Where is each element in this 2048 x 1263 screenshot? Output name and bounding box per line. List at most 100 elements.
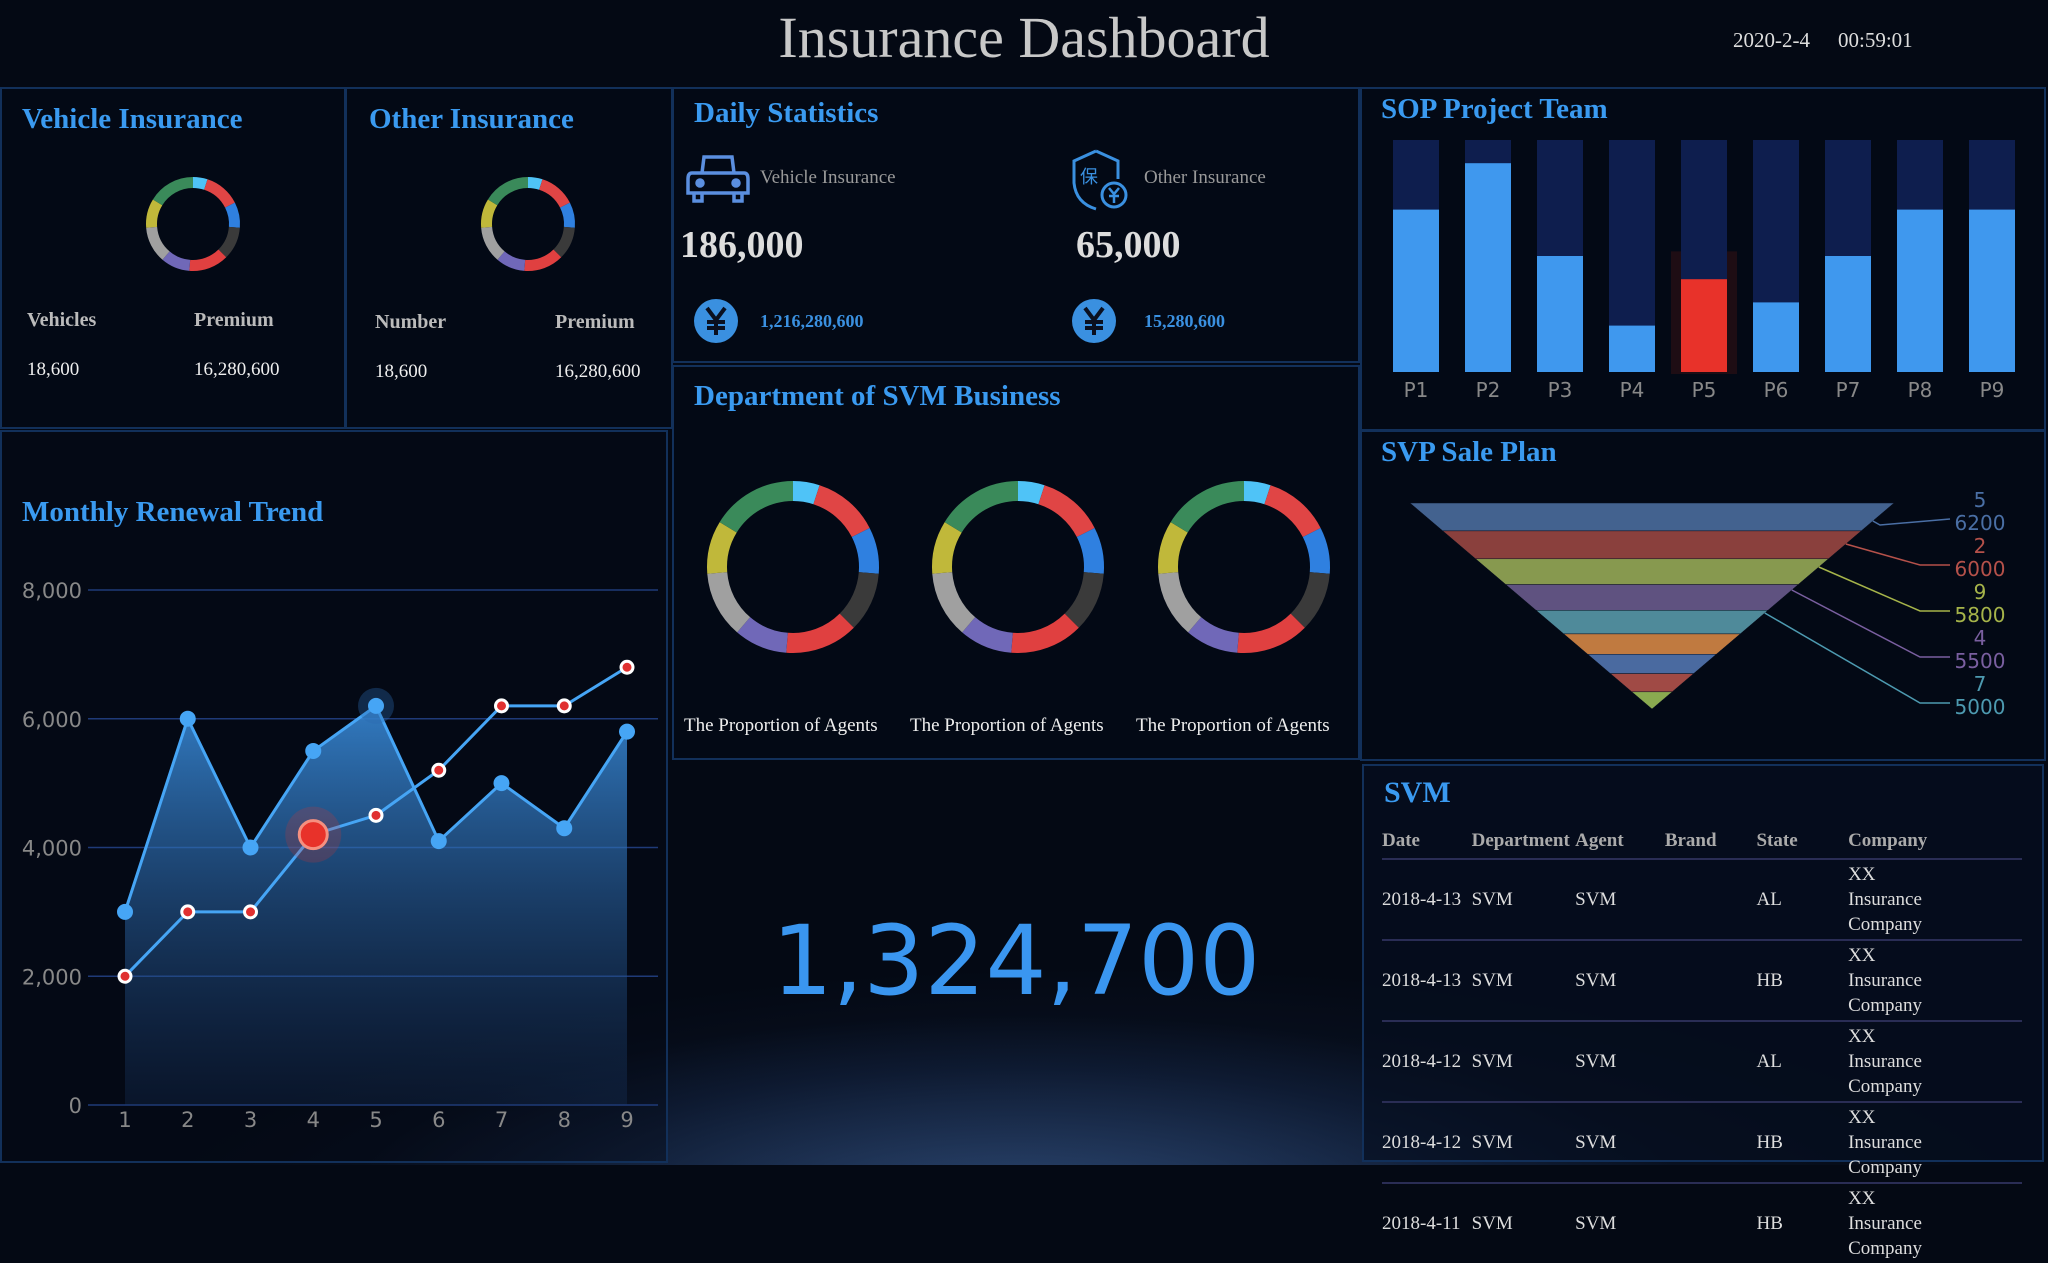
donut-segment <box>218 226 240 258</box>
table-row[interactable]: 2018-4-13 SVM SVM HB XX Insurance Company <box>1382 939 2022 1021</box>
donut-segment <box>793 481 820 505</box>
column-header[interactable]: Agent <box>1575 830 1624 851</box>
panel-title: SVP Sale Plan <box>1381 436 1557 468</box>
data-point <box>430 833 447 850</box>
date-display: 2020-2-4 <box>1733 28 1810 52</box>
table-cell: XX Insurance Company <box>1848 1182 2022 1263</box>
premium-label: Premium <box>555 311 635 333</box>
x-tick-label: P1 <box>1404 378 1429 402</box>
daily-statistics-panel: Daily Statistics Vehicle Insurance 186,0… <box>672 87 1360 363</box>
panel-title: SVM <box>1384 776 1451 809</box>
donut-segment <box>152 177 193 206</box>
x-tick-label: 8 <box>558 1108 571 1132</box>
table-row[interactable]: 2018-4-13 SVM SVM AL XX Insurance Company <box>1382 858 2022 940</box>
car-icon <box>686 155 750 203</box>
funnel-layer <box>1631 691 1673 710</box>
donut-segment <box>1188 617 1239 653</box>
premium-label: Premium <box>194 309 274 331</box>
vehicle-insurance-label: Vehicle Insurance <box>760 167 896 188</box>
funnel-layer <box>1535 610 1769 635</box>
donut-label: The Proportion of Agents <box>684 715 878 736</box>
x-tick-label: 4 <box>307 1108 320 1132</box>
donut-label: The Proportion of Agents <box>910 715 1104 736</box>
table-row[interactable]: 2018-4-12 SVM SVM HB XX Insurance Company <box>1382 1101 2022 1183</box>
vehicle-donut <box>146 177 240 271</box>
column-header[interactable]: Company <box>1848 830 1928 851</box>
donut-segment <box>1264 485 1321 538</box>
funnel-layer <box>1505 584 1799 611</box>
funnel-layer <box>1474 558 1830 585</box>
funnel-label-name: 2 <box>1974 534 1987 558</box>
data-point <box>368 807 384 823</box>
donut-segment <box>737 617 788 653</box>
x-tick-label: P6 <box>1764 378 1789 402</box>
funnel-label-name: 9 <box>1974 580 1987 604</box>
table-cell: XX Insurance Company <box>1848 1101 2022 1183</box>
table-cell: XX Insurance Company <box>1848 939 2022 1021</box>
table-cell: SVM <box>1471 858 1576 940</box>
table-cell: SVM <box>1575 1101 1665 1183</box>
y-tick-label: 6,000 <box>22 708 82 732</box>
x-tick-label: P8 <box>1908 378 1933 402</box>
funnel-layer <box>1563 633 1741 655</box>
premium-value: 16,280,600 <box>555 361 641 382</box>
x-tick-label: 1 <box>118 1108 131 1132</box>
donut-segment <box>225 202 240 228</box>
donut-segment <box>1064 572 1104 628</box>
donut-segment <box>932 522 962 574</box>
shield-yuan-icon: 保 <box>1072 149 1128 211</box>
data-point <box>368 697 384 714</box>
bar <box>1465 163 1511 372</box>
vehicles-label: Vehicles <box>27 309 97 331</box>
funnel-label-value: 6200 <box>1955 511 2006 535</box>
donut-segment <box>1076 527 1104 574</box>
agents-donut <box>932 481 1104 653</box>
data-point <box>243 904 258 920</box>
x-tick-label: P3 <box>1548 378 1573 402</box>
table-cell: 2018-4-12 <box>1382 1020 1472 1102</box>
table-cell <box>1664 858 1757 940</box>
donut-segment <box>1018 481 1045 505</box>
donut-segment <box>813 485 870 538</box>
funnel-label-value: 6000 <box>1955 557 2006 581</box>
table-cell: HB <box>1756 939 1849 1021</box>
donut-segment <box>146 226 170 260</box>
table-cell: SVM <box>1575 939 1665 1021</box>
highlight-point <box>297 819 329 851</box>
column-header[interactable]: State <box>1756 830 1798 851</box>
table-row[interactable]: 2018-4-12 SVM SVM AL XX Insurance Company <box>1382 1020 2022 1102</box>
donut-segment <box>1011 613 1079 653</box>
area-fill <box>125 705 627 1105</box>
table-row[interactable]: 2018-4-11 SVM SVM HB XX Insurance Company <box>1382 1182 2022 1263</box>
funnel-label-name: 7 <box>1974 672 1987 696</box>
table-cell: SVM <box>1471 939 1576 1021</box>
donut-segment <box>786 613 854 653</box>
column-header[interactable]: Date <box>1382 830 1420 851</box>
vehicle-amount: 1,216,280,600 <box>760 311 864 331</box>
table-cell: AL <box>1756 1020 1849 1102</box>
table-cell: SVM <box>1575 858 1665 940</box>
sop-bar-chart: P1 P2 P3 P4 P5 P6 P7 P8 P9 <box>1393 140 2015 402</box>
bar <box>1753 302 1799 372</box>
funnel-layer <box>1609 673 1695 693</box>
table-cell: SVM <box>1471 1020 1576 1102</box>
table-cell: XX Insurance Company <box>1848 858 2022 940</box>
data-point <box>619 723 635 740</box>
column-header[interactable]: Department <box>1471 830 1570 851</box>
x-tick-label: 7 <box>495 1108 508 1132</box>
data-point <box>242 839 259 856</box>
donut-segment <box>944 481 1018 533</box>
y-tick-label: 2,000 <box>22 965 82 989</box>
leader-line <box>1872 518 1951 526</box>
column-header[interactable]: Brand <box>1664 830 1717 851</box>
donut-segment <box>851 527 879 574</box>
leader-line <box>1791 589 1950 658</box>
premium-value: 16,280,600 <box>194 359 280 380</box>
donut-segment <box>481 226 505 260</box>
donut-segment <box>193 177 208 190</box>
table-cell: HB <box>1756 1182 1849 1263</box>
panel-title: Other Insurance <box>369 103 574 135</box>
donut-segment <box>707 522 737 574</box>
donut-segment <box>528 177 543 190</box>
